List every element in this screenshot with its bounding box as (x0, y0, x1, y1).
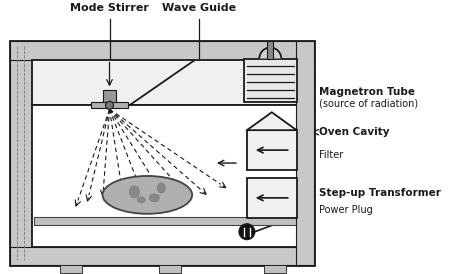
Bar (10, 41, 32, 265)
Bar (264, 265, 286, 273)
Bar (296, 41, 314, 265)
Bar (60, 265, 82, 273)
Bar (10, 247, 314, 265)
Wedge shape (259, 48, 281, 59)
Text: Power Plug: Power Plug (319, 205, 372, 215)
Bar (32, 61, 311, 105)
Bar (10, 41, 314, 61)
Text: Mode Stirrer: Mode Stirrer (70, 3, 149, 13)
Ellipse shape (157, 183, 165, 193)
Text: (source of radiation): (source of radiation) (319, 98, 418, 108)
Bar (34, 217, 310, 225)
Bar (32, 105, 311, 247)
Bar (10, 41, 314, 265)
Polygon shape (247, 112, 297, 130)
Text: Filter: Filter (319, 150, 343, 160)
Text: Magnetron Tube: Magnetron Tube (319, 87, 415, 97)
Ellipse shape (149, 194, 159, 202)
Text: Oven Cavity: Oven Cavity (319, 127, 389, 137)
Ellipse shape (102, 176, 192, 214)
Bar (247, 178, 297, 218)
Bar (244, 59, 297, 102)
Text: Step-up Transformer: Step-up Transformer (319, 188, 440, 198)
Bar (91, 102, 128, 108)
Bar (12, 42, 311, 262)
Bar (267, 41, 273, 59)
Circle shape (106, 101, 113, 109)
Ellipse shape (129, 186, 139, 198)
Bar (247, 130, 297, 170)
Text: Wave Guide: Wave Guide (162, 3, 236, 13)
Circle shape (239, 224, 255, 240)
Bar (159, 265, 181, 273)
Ellipse shape (137, 197, 146, 203)
Bar (102, 90, 117, 102)
